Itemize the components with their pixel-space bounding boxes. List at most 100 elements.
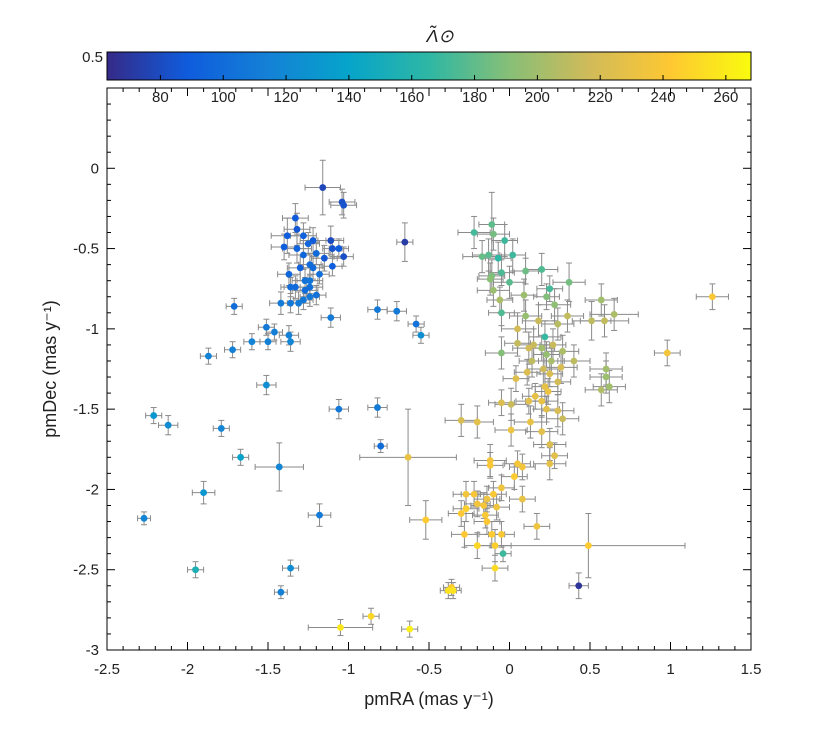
data-point: [316, 270, 323, 278]
data-point: [527, 418, 534, 426]
data-point: [374, 404, 381, 411]
data-point: [304, 240, 312, 248]
data-point: [285, 270, 293, 278]
data-point: [518, 463, 526, 471]
colorbar-tick-label: 120: [274, 89, 299, 106]
data-point: [470, 229, 478, 236]
data-point: [493, 503, 501, 511]
data-point: [610, 311, 618, 318]
data-point: [575, 582, 583, 590]
x-tick-label: -2: [181, 661, 194, 678]
data-point: [340, 253, 348, 260]
data-point: [287, 299, 294, 307]
colorbar-tick-label: 100: [211, 89, 236, 106]
colorbar-tick-label: 160: [399, 89, 424, 106]
data-point: [490, 286, 497, 294]
data-point: [543, 351, 550, 358]
data-point: [327, 237, 335, 244]
data-point: [554, 378, 562, 386]
x-axis: -2.5 -2 -1.5 -1 -0.5 0 0.5 1 1.5: [94, 88, 761, 678]
y-axis-title: pmDec (mas y⁻¹): [40, 300, 60, 438]
data-point: [507, 426, 515, 434]
data-point: [462, 505, 470, 513]
data-point: [494, 254, 502, 262]
data-point: [486, 457, 494, 464]
data-point: [597, 296, 605, 304]
data-point: [217, 425, 225, 432]
data-point: [520, 291, 528, 299]
data-point: [277, 588, 285, 596]
data-point: [547, 357, 555, 365]
data-point: [309, 264, 317, 272]
colorbar-tick-label: 80: [152, 89, 169, 106]
data-point: [293, 245, 301, 252]
colorbar-title: Λ̃⊙: [425, 25, 454, 46]
data-point: [473, 542, 481, 550]
data-point: [483, 495, 491, 503]
data-point: [498, 349, 505, 357]
data-point: [300, 232, 307, 240]
data-point: [539, 365, 547, 373]
data-point: [512, 375, 520, 383]
data-point: [525, 397, 533, 405]
x-tick-label: 0.5: [580, 661, 601, 678]
data-point: [554, 320, 562, 328]
data-point: [708, 293, 716, 301]
data-point: [584, 542, 592, 550]
data-point: [264, 338, 272, 346]
data-point: [287, 283, 294, 291]
data-point: [538, 344, 546, 352]
data-point: [528, 357, 536, 365]
y-axis: 0 -0.5 -1 -1.5 -2 -2.5 -3: [73, 87, 751, 659]
data-point: [287, 338, 294, 346]
data-point: [340, 201, 348, 209]
data-point: [374, 306, 381, 313]
data-point: [237, 453, 245, 461]
data-point: [588, 317, 596, 325]
error-bar: [401, 620, 419, 638]
data-point: [546, 285, 554, 293]
data-point: [327, 314, 335, 322]
data-point: [498, 399, 505, 407]
data-point: [543, 293, 550, 301]
data-point: [248, 338, 256, 346]
data-point: [549, 341, 557, 349]
data-point: [510, 473, 518, 480]
colorbar-tick-label: 240: [651, 89, 676, 106]
data-point: [531, 392, 539, 400]
data-point: [401, 238, 409, 246]
error-bars: [137, 159, 729, 638]
error-bar: [320, 307, 341, 328]
data-point: [473, 500, 481, 508]
data-point: [507, 400, 515, 408]
data-point: [312, 291, 320, 299]
data-point: [285, 331, 293, 339]
data-point: [491, 564, 499, 572]
data-point: [319, 184, 327, 191]
data-point: [230, 302, 238, 310]
colorbar-tick-label: 140: [336, 89, 361, 106]
x-tick-label: -1: [342, 661, 355, 678]
data-point: [488, 221, 496, 228]
data-point: [192, 566, 199, 574]
data-point: [470, 490, 478, 498]
data-point: [457, 416, 465, 424]
error-bar: [386, 301, 407, 322]
data-point: [490, 490, 497, 498]
data-point: [544, 388, 552, 395]
data-point: [449, 587, 457, 594]
data-point: [329, 245, 336, 252]
x-tick-label: -2.5: [94, 661, 120, 678]
y-tick-label: 0: [91, 160, 99, 177]
colorbar-top-value-label: 0.5: [82, 49, 103, 66]
data-points: [140, 184, 716, 633]
y-tick-label: -3: [86, 642, 99, 659]
data-point: [481, 511, 489, 519]
data-point: [554, 407, 562, 415]
data-point: [538, 428, 546, 436]
data-point: [473, 418, 481, 426]
data-point: [559, 415, 567, 423]
data-point: [551, 301, 558, 309]
data-point: [602, 365, 610, 373]
